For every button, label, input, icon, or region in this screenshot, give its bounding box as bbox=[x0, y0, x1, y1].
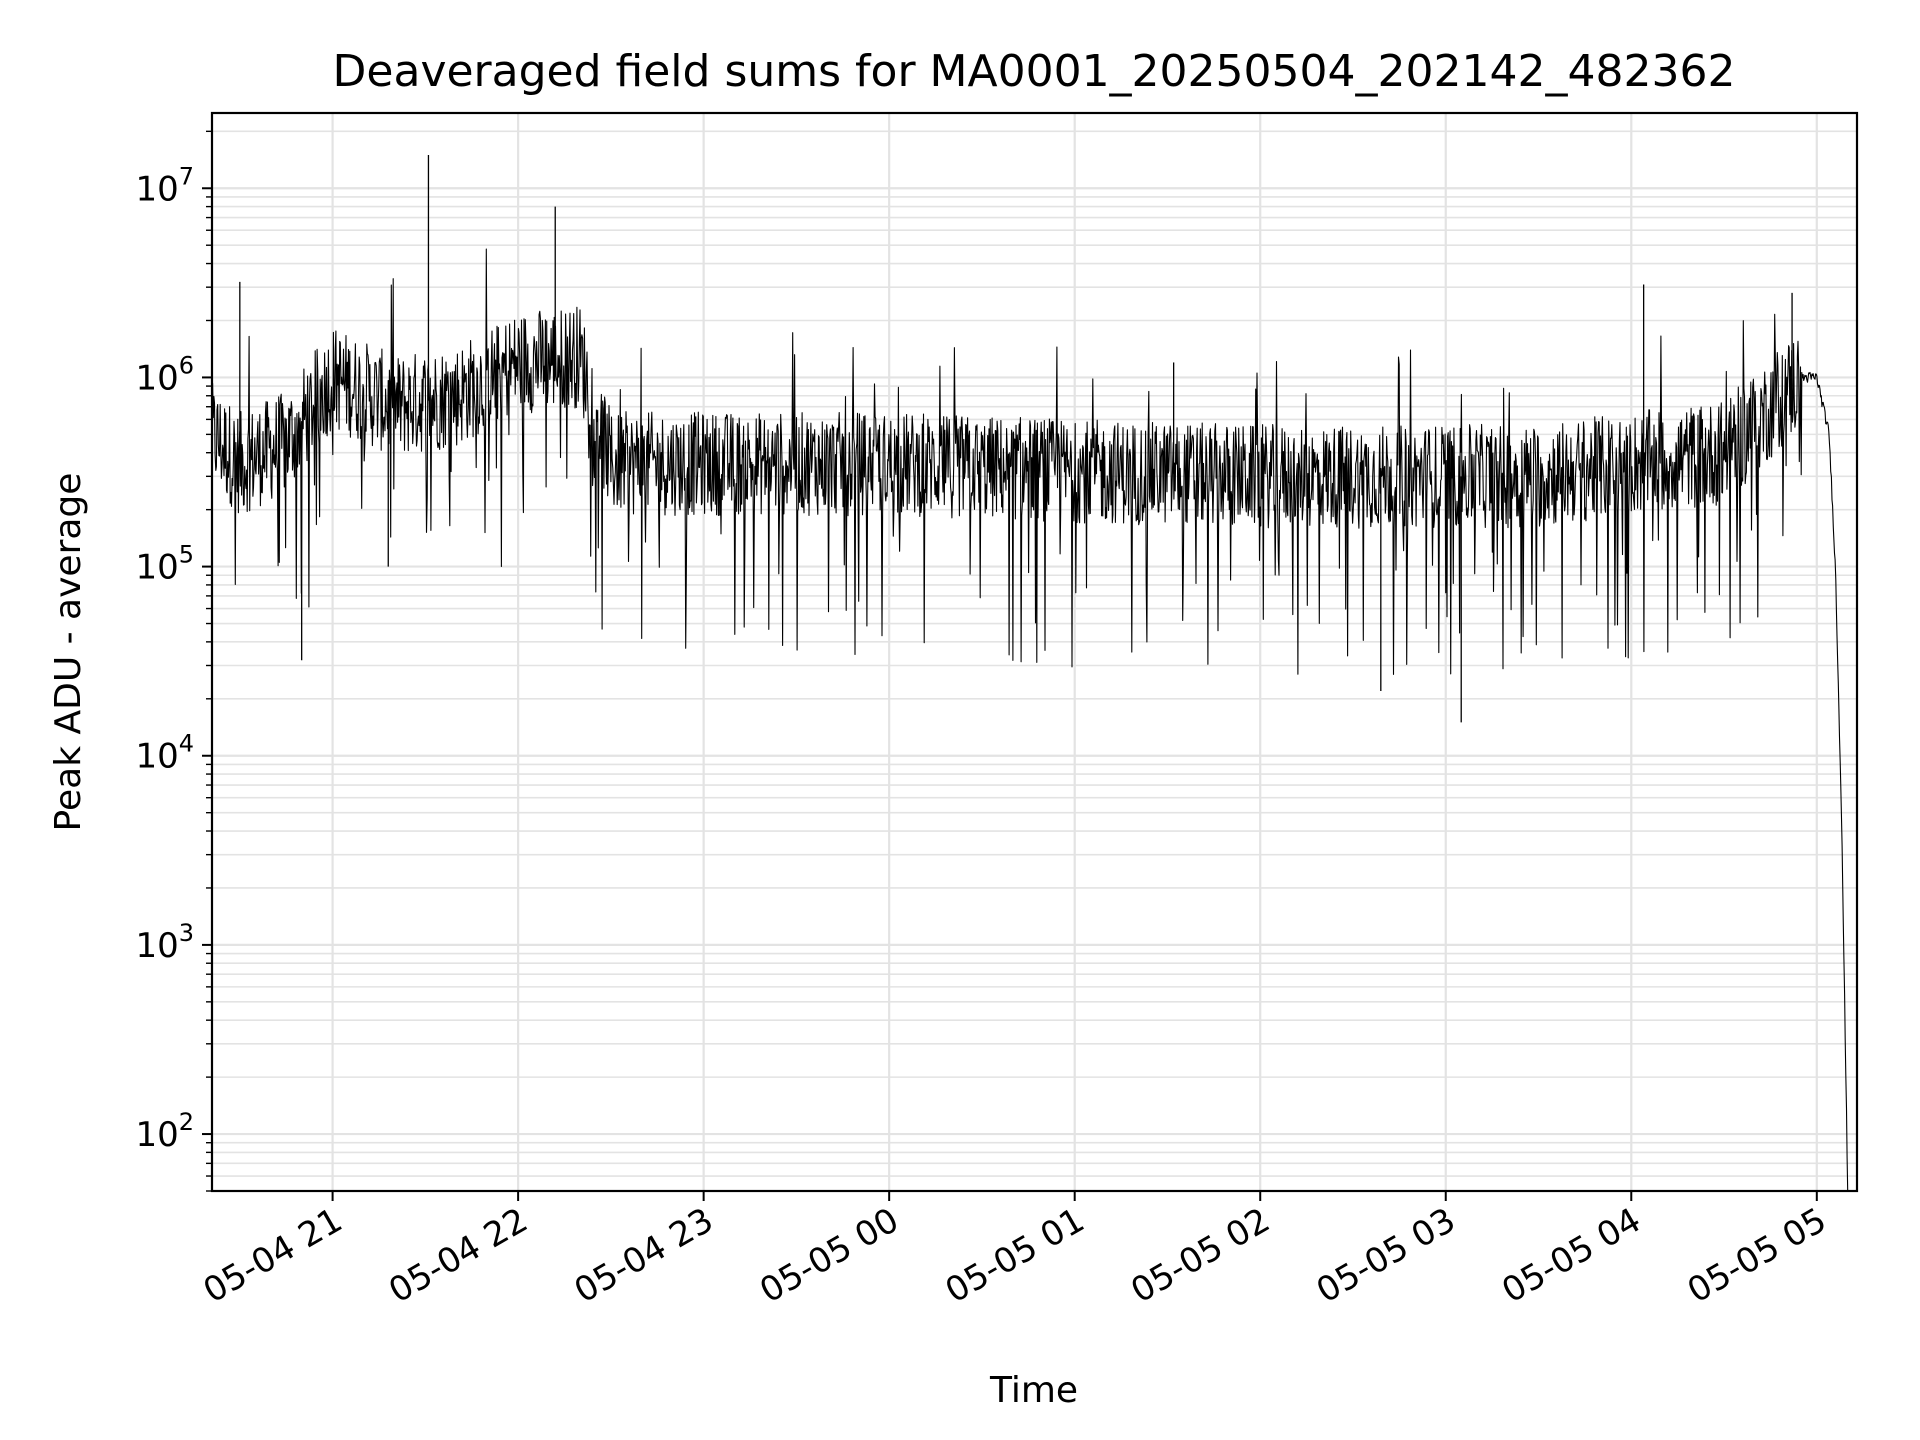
y-tick-label: 102 bbox=[135, 1108, 194, 1155]
y-axis-label: Peak ADU - average bbox=[48, 473, 89, 832]
y-tick-label: 104 bbox=[135, 730, 194, 777]
x-axis-label: Time bbox=[989, 1370, 1078, 1411]
series-layer bbox=[211, 154, 1849, 1192]
y-tick-label: 105 bbox=[135, 541, 194, 588]
series-line bbox=[211, 248, 1849, 1192]
plot-frame bbox=[210, 111, 1859, 1193]
y-tick-label: 103 bbox=[135, 919, 194, 966]
y-tick-label: 106 bbox=[135, 351, 194, 398]
chart-title: Deaveraged field sums for MA0001_2025050… bbox=[333, 46, 1736, 97]
y-tick-label: 107 bbox=[135, 162, 194, 209]
